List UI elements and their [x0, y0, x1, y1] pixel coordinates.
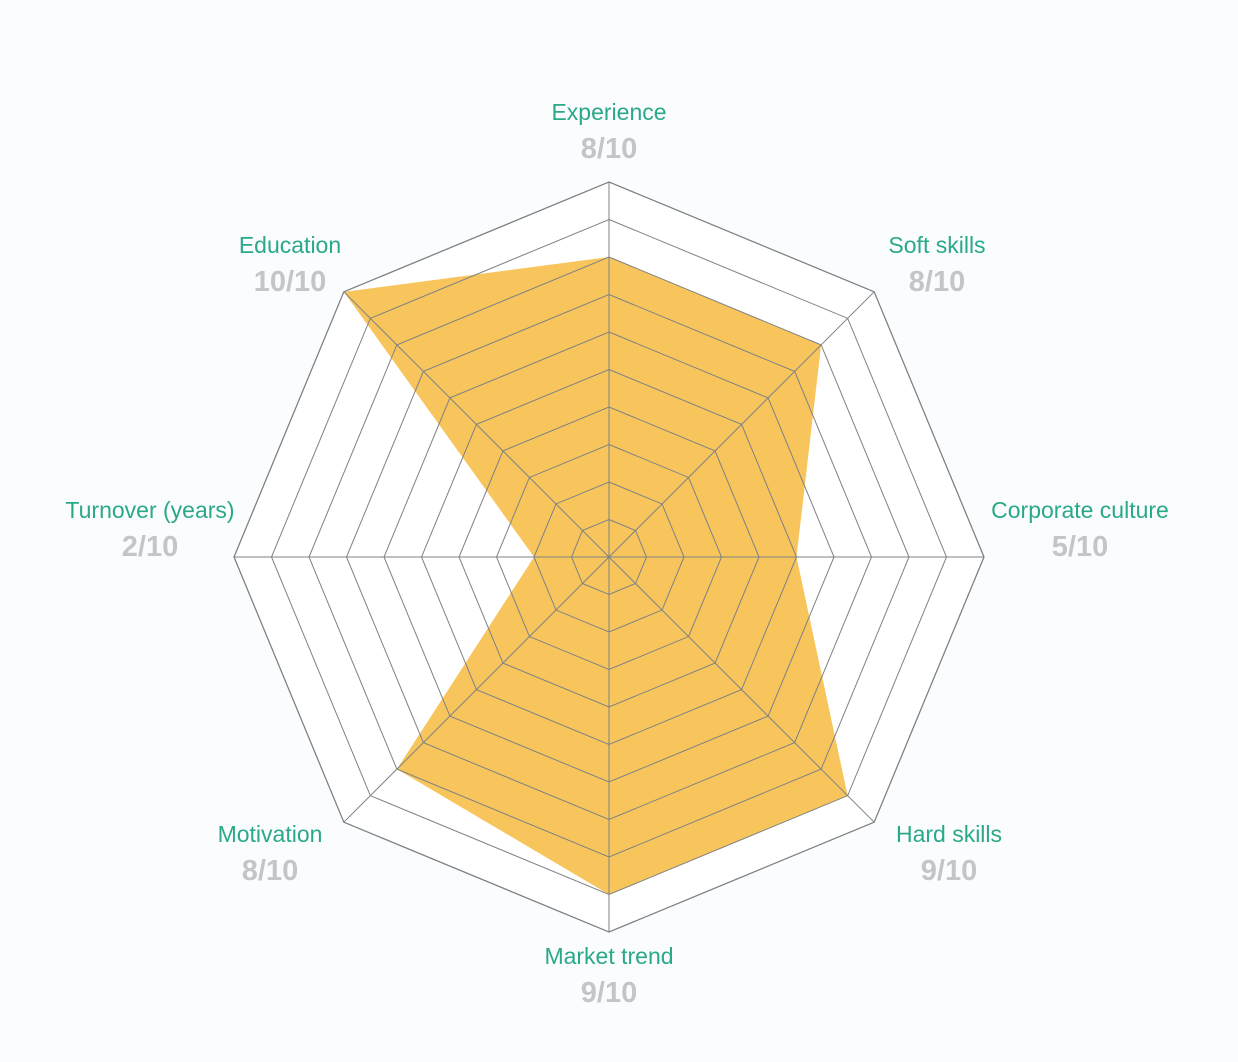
axis-label-1: Soft skills [888, 232, 985, 258]
axis-label-7: Education [239, 232, 341, 258]
axis-label-6: Turnover (years) [65, 497, 234, 523]
axis-label-3: Hard skills [896, 821, 1002, 847]
spoke-7 [343, 291, 610, 558]
axis-value-4: 9/10 [581, 977, 637, 1009]
spoke-5 [343, 556, 610, 823]
axis-label-0: Experience [551, 99, 666, 125]
axis-label-2: Corporate culture [991, 497, 1169, 523]
axis-label-5: Motivation [218, 821, 323, 847]
spoke-3 [608, 556, 875, 823]
axis-value-1: 8/10 [909, 266, 965, 298]
radar-grid-overlay [233, 181, 985, 933]
radar-labels: Experience 8/10 Soft skills 8/10 Corporate c… [65, 99, 1168, 1009]
axis-value-6: 2/10 [122, 531, 178, 563]
axis-value-3: 9/10 [921, 855, 977, 887]
axis-value-0: 8/10 [581, 133, 637, 165]
spoke-1 [608, 291, 875, 558]
axis-value-7: 10/10 [254, 266, 327, 298]
axis-value-5: 8/10 [242, 855, 298, 887]
axis-label-4: Market trend [544, 943, 673, 969]
axis-value-2: 5/10 [1052, 531, 1108, 563]
